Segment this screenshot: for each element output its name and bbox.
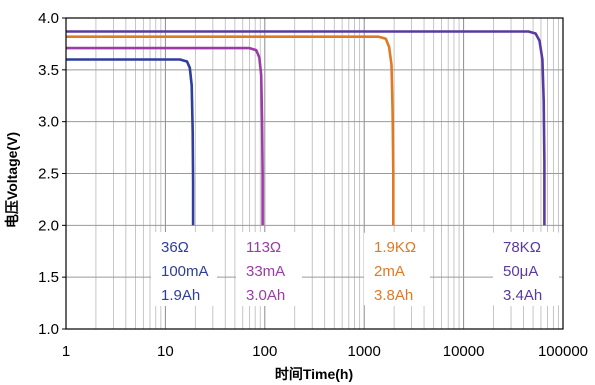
label-box-2 bbox=[236, 232, 302, 306]
y-tick-label: 4.0 bbox=[38, 10, 59, 27]
label-line-4-3: 3.4Ah bbox=[503, 287, 542, 304]
y-tick-label: 1.5 bbox=[38, 269, 59, 286]
label-line-4-2: 50μA bbox=[503, 263, 538, 280]
x-tick-label: 100 bbox=[252, 343, 277, 360]
y-tick-label: 2.0 bbox=[38, 217, 59, 234]
label-line-2-3: 3.0Ah bbox=[246, 287, 285, 304]
series-labels: 36Ω 100mA 1.9Ah 113Ω 33mA 3.0Ah 1.9KΩ 2mA 3.8Ah 7… bbox=[151, 232, 559, 306]
y-axis-title: 电压Voltage(V) bbox=[4, 132, 20, 228]
series-line-3 bbox=[66, 35, 395, 226]
label-box-3 bbox=[364, 232, 430, 306]
x-tick-label: 1000 bbox=[348, 343, 381, 360]
label-line-3-1: 1.9KΩ bbox=[374, 239, 416, 256]
series-line-2 bbox=[66, 46, 264, 226]
y-tick-labels: 1.0 1.5 2.0 2.5 3.0 3.5 4.0 bbox=[38, 10, 66, 338]
y-tick-label: 1.0 bbox=[38, 321, 59, 338]
label-box-4 bbox=[493, 232, 559, 306]
x-tick-label: 10000 bbox=[443, 343, 485, 360]
series-lines bbox=[66, 30, 546, 226]
label-line-2-2: 33mA bbox=[246, 263, 285, 280]
x-tick-label: 10 bbox=[157, 343, 174, 360]
y-tick-label: 3.5 bbox=[38, 62, 59, 79]
label-line-3-3: 3.8Ah bbox=[374, 287, 413, 304]
x-tick-label: 1 bbox=[62, 343, 70, 360]
label-box-1 bbox=[151, 232, 217, 306]
series-line-4 bbox=[66, 30, 546, 226]
x-tick-labels: 1 10 100 1000 10000 100000 bbox=[62, 343, 588, 360]
x-tick-label: 100000 bbox=[538, 343, 588, 360]
label-line-1-2: 100mA bbox=[161, 263, 209, 280]
label-line-2-1: 113Ω bbox=[246, 239, 281, 256]
series-line-1 bbox=[66, 58, 195, 226]
label-line-1-1: 36Ω bbox=[161, 239, 189, 256]
label-line-1-3: 1.9Ah bbox=[161, 287, 200, 304]
y-tick-label: 2.5 bbox=[38, 166, 59, 183]
label-line-3-2: 2mA bbox=[374, 263, 405, 280]
label-line-4-1: 78KΩ bbox=[503, 239, 541, 256]
y-tick-label: 3.0 bbox=[38, 114, 59, 131]
x-axis-title: 时间Time(h) bbox=[275, 366, 353, 382]
